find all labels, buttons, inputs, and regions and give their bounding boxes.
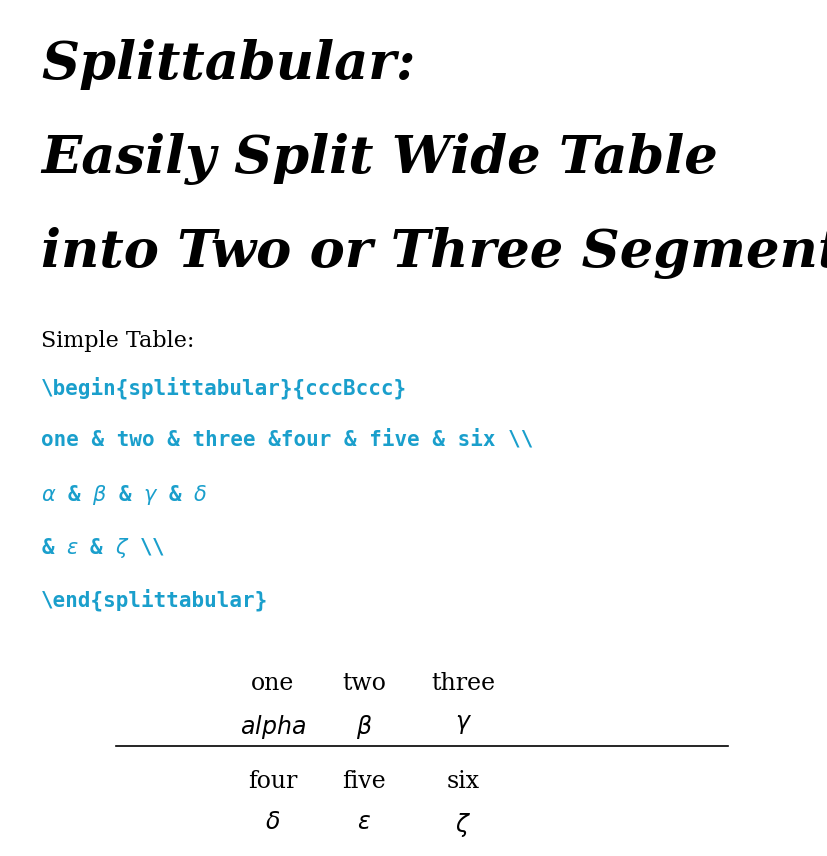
Text: four: four [248, 770, 298, 794]
Text: $\alpha$ & $\beta$ & $\gamma$ & $\delta$: $\alpha$ & $\beta$ & $\gamma$ & $\delta$ [41, 483, 208, 507]
Text: $\epsilon$: $\epsilon$ [357, 811, 370, 835]
Text: two: two [342, 672, 386, 695]
Text: Easily Split Wide Table: Easily Split Wide Table [41, 133, 718, 185]
Text: $\mathit{alpha}$: $\mathit{alpha}$ [240, 713, 306, 741]
Text: \begin{splittabular}{cccBccc}: \begin{splittabular}{cccBccc} [41, 377, 408, 399]
Text: Splittabular:: Splittabular: [41, 39, 416, 90]
Text: & $\epsilon$ & $\zeta$ \\: & $\epsilon$ & $\zeta$ \\ [41, 536, 165, 560]
Text: $\beta$: $\beta$ [356, 713, 372, 741]
Text: \end{splittabular}: \end{splittabular} [41, 589, 269, 611]
Text: $\gamma$: $\gamma$ [455, 713, 471, 736]
Text: Simple Table:: Simple Table: [41, 330, 194, 353]
Text: six: six [447, 770, 480, 794]
Text: five: five [342, 770, 385, 794]
Text: one & two & three &four & five & six \\: one & two & three &four & five & six \\ [41, 430, 533, 449]
Text: three: three [431, 672, 495, 695]
Text: $\delta$: $\delta$ [265, 811, 280, 835]
Text: one: one [251, 672, 294, 695]
Text: into Two or Three Segments: into Two or Three Segments [41, 227, 827, 279]
Text: $\zeta$: $\zeta$ [455, 811, 471, 840]
